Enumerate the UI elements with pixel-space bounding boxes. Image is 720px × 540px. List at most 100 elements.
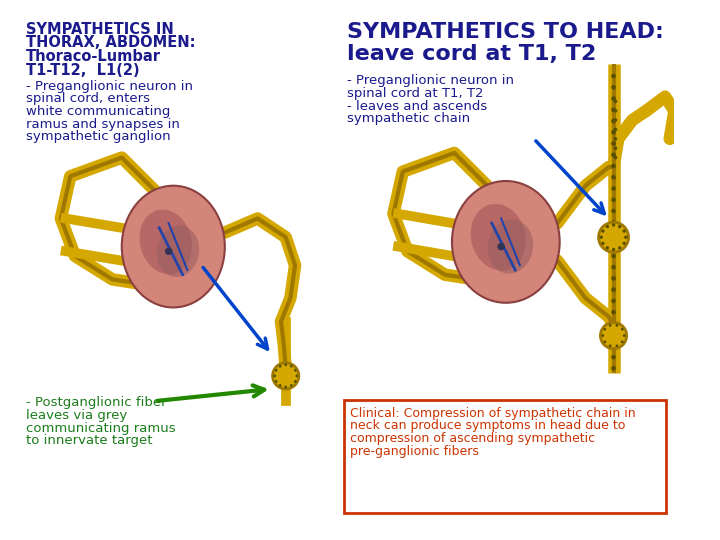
Circle shape — [295, 374, 298, 377]
Circle shape — [284, 363, 287, 366]
Circle shape — [165, 247, 172, 255]
Circle shape — [621, 341, 624, 343]
Text: Clinical: Compression of sympathetic chain in: Clinical: Compression of sympathetic cha… — [351, 407, 636, 420]
Circle shape — [613, 99, 617, 103]
Circle shape — [611, 265, 616, 269]
Circle shape — [609, 324, 611, 327]
Circle shape — [611, 321, 616, 326]
FancyArrowPatch shape — [536, 141, 604, 214]
Circle shape — [603, 328, 606, 330]
Circle shape — [621, 328, 624, 330]
Ellipse shape — [157, 226, 199, 277]
Circle shape — [290, 365, 292, 368]
Circle shape — [598, 222, 629, 252]
Text: - Postganglionic fiber: - Postganglionic fiber — [26, 396, 167, 409]
Circle shape — [611, 107, 616, 112]
Circle shape — [611, 74, 616, 78]
Circle shape — [279, 384, 282, 387]
Circle shape — [279, 365, 282, 368]
Text: SYMPATHETICS TO HEAD:: SYMPATHETICS TO HEAD: — [346, 22, 663, 42]
Circle shape — [609, 345, 611, 347]
Circle shape — [623, 334, 626, 337]
Circle shape — [612, 223, 615, 227]
Circle shape — [606, 225, 609, 228]
Text: SYMPATHETICS IN: SYMPATHETICS IN — [26, 22, 174, 37]
Circle shape — [612, 248, 615, 251]
Text: neck can produce symptoms in head due to: neck can produce symptoms in head due to — [351, 420, 626, 433]
Circle shape — [611, 198, 616, 202]
Ellipse shape — [122, 186, 225, 307]
Circle shape — [611, 164, 616, 168]
Circle shape — [611, 175, 616, 180]
Circle shape — [613, 137, 617, 141]
Circle shape — [274, 380, 277, 383]
Circle shape — [611, 186, 616, 191]
Circle shape — [611, 96, 616, 101]
Circle shape — [618, 246, 621, 249]
Text: Thoraco-Lumbar: Thoraco-Lumbar — [26, 49, 161, 64]
Text: to innervate target: to innervate target — [26, 434, 153, 448]
Text: THORAX, ABDOMEN:: THORAX, ABDOMEN: — [26, 35, 196, 50]
Text: spinal cord at T1, T2: spinal cord at T1, T2 — [346, 87, 483, 100]
Circle shape — [611, 276, 616, 281]
Text: - leaves and ascends: - leaves and ascends — [346, 99, 487, 112]
Circle shape — [603, 341, 606, 343]
Ellipse shape — [452, 181, 559, 303]
Circle shape — [611, 85, 616, 90]
Circle shape — [624, 235, 628, 239]
Text: - Preganglionic neuron in: - Preganglionic neuron in — [26, 80, 193, 93]
Text: pre-ganglionic fibers: pre-ganglionic fibers — [351, 445, 480, 458]
Circle shape — [613, 109, 617, 113]
Circle shape — [601, 242, 605, 245]
FancyArrowPatch shape — [203, 267, 268, 349]
Circle shape — [498, 243, 505, 251]
Text: communicating ramus: communicating ramus — [26, 422, 176, 435]
Ellipse shape — [488, 220, 533, 274]
Text: sympathetic chain: sympathetic chain — [346, 112, 469, 125]
Circle shape — [611, 366, 616, 370]
Text: - Preganglionic neuron in: - Preganglionic neuron in — [346, 74, 513, 87]
Circle shape — [611, 343, 616, 348]
Circle shape — [611, 141, 616, 146]
Text: spinal cord, enters: spinal cord, enters — [26, 92, 150, 105]
Circle shape — [274, 369, 277, 372]
Text: sympathetic ganglion: sympathetic ganglion — [26, 131, 171, 144]
Text: white communicating: white communicating — [26, 105, 171, 118]
Circle shape — [611, 220, 616, 225]
Circle shape — [613, 118, 617, 122]
Text: T1-T12,  L1(2): T1-T12, L1(2) — [26, 63, 140, 78]
Circle shape — [616, 345, 618, 347]
FancyBboxPatch shape — [343, 400, 666, 512]
FancyArrowPatch shape — [157, 386, 264, 401]
Circle shape — [611, 130, 616, 134]
Circle shape — [294, 380, 297, 383]
Circle shape — [611, 231, 616, 236]
Circle shape — [613, 127, 617, 131]
Circle shape — [611, 208, 616, 213]
Circle shape — [600, 235, 603, 239]
Circle shape — [290, 384, 292, 387]
Circle shape — [618, 225, 621, 228]
Circle shape — [273, 374, 276, 377]
Circle shape — [611, 332, 616, 337]
Circle shape — [623, 242, 626, 245]
Circle shape — [613, 156, 617, 159]
Circle shape — [601, 230, 605, 233]
Circle shape — [611, 287, 616, 292]
Circle shape — [284, 386, 287, 388]
Text: ramus and synapses in: ramus and synapses in — [26, 118, 180, 131]
Circle shape — [294, 369, 297, 372]
Ellipse shape — [471, 204, 526, 271]
Circle shape — [613, 146, 617, 150]
Circle shape — [606, 246, 609, 249]
Circle shape — [273, 363, 299, 389]
Circle shape — [611, 299, 616, 303]
Circle shape — [611, 242, 616, 247]
Circle shape — [623, 230, 626, 233]
Circle shape — [611, 152, 616, 157]
Circle shape — [616, 324, 618, 327]
Circle shape — [600, 322, 626, 349]
Circle shape — [601, 334, 604, 337]
Circle shape — [611, 254, 616, 258]
Circle shape — [611, 355, 616, 360]
